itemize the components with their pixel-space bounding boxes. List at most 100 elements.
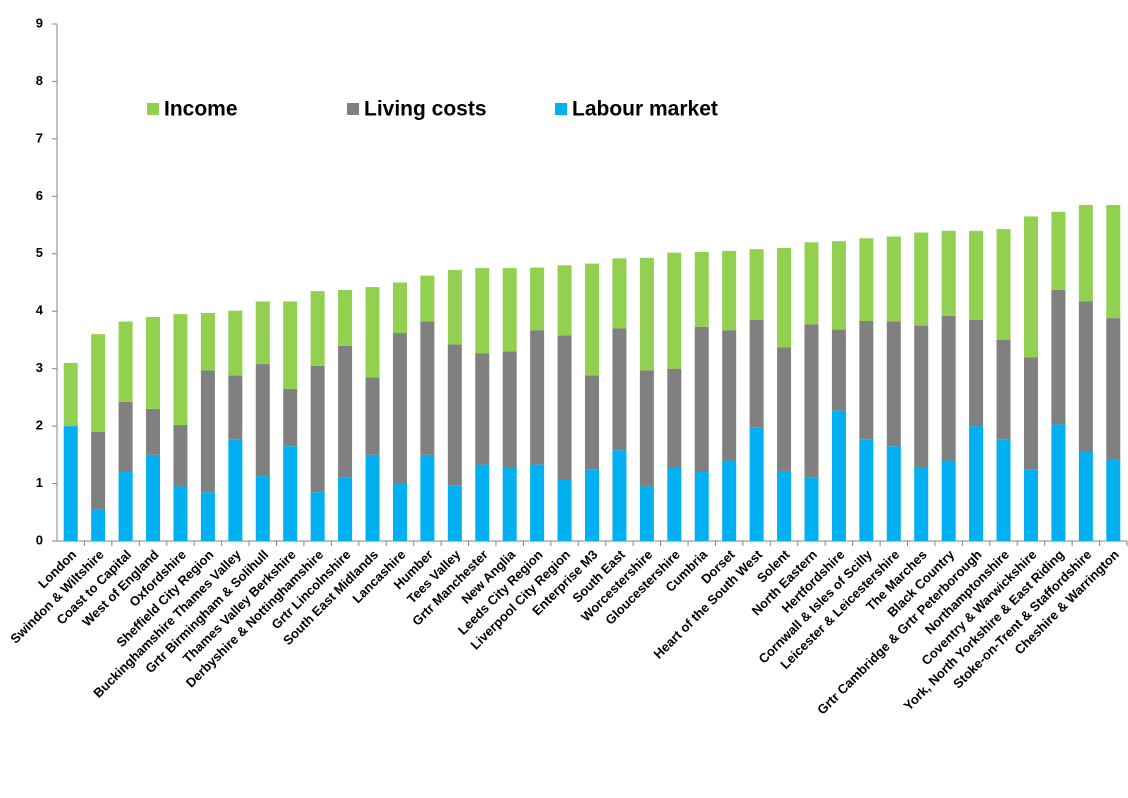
bar-segment [749, 249, 764, 320]
bar-segment [530, 330, 545, 465]
bar-segment [1106, 204, 1121, 319]
bar-segment [118, 321, 133, 402]
y-tick-label: 1 [36, 475, 43, 490]
bar-segment [941, 315, 956, 461]
bar-segment [585, 375, 599, 470]
bar-segment [667, 368, 682, 468]
bar-segment [310, 291, 325, 366]
bar-segment [447, 269, 462, 345]
legend-swatch [555, 103, 567, 115]
bar-segment [420, 454, 435, 541]
bar-segment [63, 362, 78, 427]
bar-segment [91, 509, 106, 541]
bar-segment [255, 476, 270, 541]
bar-segment [749, 319, 764, 428]
bar-segment [831, 329, 846, 411]
bar-segment [228, 310, 243, 376]
bar-segment [173, 314, 188, 425]
bar-segment [420, 321, 435, 455]
bar-segment [91, 431, 106, 510]
bar-segment [804, 242, 819, 325]
bar-segment [996, 339, 1011, 440]
y-tick-label: 4 [36, 303, 44, 318]
bar-segment [694, 472, 709, 541]
bar-segment [283, 301, 298, 389]
bar-segment [859, 238, 874, 321]
bar-segment [200, 492, 215, 541]
bar-segment [447, 344, 462, 486]
bar-segment [146, 454, 161, 541]
bar-segment [585, 263, 599, 376]
bar-segment [639, 257, 654, 371]
bar-segment [777, 347, 792, 471]
y-tick-label: 8 [36, 73, 43, 88]
bar-segment [1078, 301, 1093, 452]
bar-segment [722, 330, 737, 461]
bar-segment [118, 472, 133, 541]
bar-segment [886, 446, 901, 541]
bar-segment [420, 275, 435, 322]
bar-segment [859, 320, 874, 440]
bar-segment [612, 450, 627, 541]
bar-segment [1023, 216, 1038, 358]
bar-segment [502, 268, 517, 352]
y-tick-label: 3 [36, 360, 43, 375]
bar-segment [475, 353, 490, 465]
bar-segment [447, 485, 462, 541]
bar-segment [914, 232, 929, 326]
bar-segment [722, 250, 737, 331]
bar-segment [530, 267, 545, 331]
bar-segment [667, 252, 682, 369]
bar-segment [694, 252, 709, 327]
bar-segment [63, 426, 78, 541]
bar-segment [996, 439, 1011, 541]
bar-segment [146, 408, 161, 455]
bar-segment [941, 460, 956, 541]
bar-segment [255, 301, 270, 365]
bar-segment [365, 454, 380, 541]
bar-segment [173, 486, 188, 541]
bar-segment [283, 446, 298, 541]
legend-label: Living costs [364, 98, 487, 121]
bar-segment [255, 364, 270, 477]
bar-segment [612, 328, 627, 451]
bar-segment [228, 375, 243, 440]
y-tick-label: 5 [36, 245, 43, 260]
legend-swatch [347, 103, 359, 115]
bar-segment [777, 248, 792, 348]
bar-segment [777, 470, 792, 541]
legend-label: Income [164, 98, 238, 121]
y-tick-label: 6 [36, 188, 43, 203]
bar-segment [557, 479, 572, 541]
bar-segment [694, 326, 709, 473]
bar-segment [969, 426, 984, 541]
bar-segment [667, 467, 682, 541]
bar-segment [146, 316, 161, 409]
bar-segment [338, 345, 353, 478]
bar-segment [365, 377, 380, 455]
bar-segment [722, 460, 737, 541]
bar-segment [392, 282, 407, 334]
bar-segment [969, 319, 984, 427]
bar-segment [200, 312, 215, 371]
y-tick-label: 2 [36, 418, 43, 433]
y-tick-label: 7 [36, 130, 43, 145]
bar-segment [338, 289, 353, 346]
bar-segment [392, 333, 407, 484]
bar-segment [749, 427, 764, 541]
bar-segment [914, 467, 929, 541]
bar-segment [502, 351, 517, 468]
bar-segment [557, 335, 572, 480]
bar-segment [475, 268, 490, 354]
bar-segment [1106, 459, 1121, 541]
bar-segment [1106, 318, 1121, 460]
bar-segment [612, 258, 627, 329]
bar-segment [804, 477, 819, 541]
bar-segment [365, 287, 380, 378]
bar-segment [804, 324, 819, 478]
bar-segment [969, 230, 984, 320]
bar-segment [310, 365, 325, 493]
bar-segment [585, 469, 599, 541]
bar-segment [392, 483, 407, 541]
